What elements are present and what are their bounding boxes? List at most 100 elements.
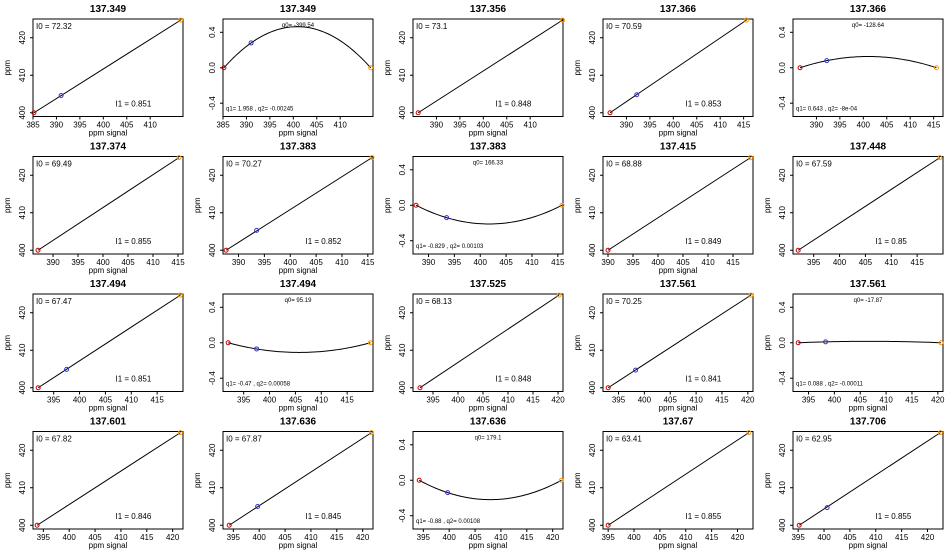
- x-tick-label: 410: [689, 396, 703, 405]
- data-point: [444, 215, 450, 221]
- y-tick-label: 410: [588, 68, 597, 82]
- data-point: [415, 110, 421, 116]
- y-tick-label: 410: [18, 206, 27, 220]
- y-axis-label: ppm: [3, 335, 12, 351]
- plot-frame: [32, 431, 184, 530]
- x-tick-label: 410: [879, 396, 893, 405]
- annotation-i0: I0 = 70.25: [606, 297, 642, 306]
- data-point: [937, 155, 943, 161]
- x-tick-label: 400: [828, 396, 842, 405]
- chart-panel: 137.67 395 400 405 410 415 420 400 410 420 ppm sig…: [573, 417, 754, 550]
- annotation-q0: q0= 166.33: [473, 161, 504, 167]
- x-tick-label: 415: [927, 121, 941, 130]
- x-tick-label: 410: [494, 533, 508, 542]
- x-tick-label: 400: [97, 121, 111, 130]
- fit-line: [797, 157, 941, 251]
- chart-title: 137.561: [850, 279, 887, 290]
- x-tick-label: 415: [150, 396, 164, 405]
- y-tick-label: 420: [588, 443, 597, 457]
- plot-frame: [602, 18, 754, 117]
- x-tick-label: 390: [620, 121, 634, 130]
- annotation-i0: I0 = 68.88: [606, 160, 642, 169]
- y-tick-label: 410: [778, 481, 787, 495]
- chart-panel: 137.383 390 395 400 405 410 415 400 410 420 ppm si…: [193, 142, 375, 276]
- data-point: [368, 430, 374, 436]
- data-point: [937, 430, 943, 436]
- x-axis-label: ppm signal: [659, 129, 698, 138]
- data-point: [177, 430, 183, 436]
- chart-title: 137.67: [663, 417, 694, 428]
- data-point: [824, 505, 830, 511]
- x-axis-label: ppm signal: [279, 541, 318, 550]
- data-point: [178, 17, 184, 23]
- x-tick-label: 415: [140, 533, 154, 542]
- x-tick-label: 410: [869, 533, 883, 542]
- annotation-q0: q0= -128.64: [852, 23, 885, 29]
- chart-title: 137.525: [470, 279, 507, 290]
- data-point: [607, 110, 613, 116]
- x-tick-label: 390: [601, 258, 615, 267]
- x-tick-label: 410: [904, 121, 918, 130]
- plot-frame: [412, 293, 564, 392]
- x-tick-label: 395: [417, 533, 431, 542]
- plot-frame: [792, 431, 944, 530]
- data-point: [743, 17, 749, 23]
- chart-title: 137.706: [850, 417, 887, 428]
- chart-panel: 137.525 395 400 405 410 415 420 400 410 420 ppm si…: [383, 279, 565, 413]
- annotation-i1: I1 = 0.851: [116, 375, 152, 384]
- x-tick-label: 420: [731, 533, 745, 542]
- annotation-q1-q2: q1= 1.958 , q2= -0.00245: [226, 107, 294, 113]
- x-tick-label: 400: [833, 258, 847, 267]
- annotation-i1: I1 = 0.85: [876, 237, 908, 246]
- data-point: [35, 247, 41, 253]
- annotation-q0: q0= 179.1: [475, 436, 503, 442]
- annotation-i1: I1 = 0.855: [686, 512, 722, 521]
- plot-frame: [602, 156, 754, 255]
- fit-line: [609, 19, 747, 114]
- data-point: [177, 292, 183, 298]
- chart-panel: 137.636 395 400 405 410 415 420 -0.4 0.0 0.4 ppm s…: [398, 417, 564, 550]
- y-axis-label: ppm: [573, 197, 582, 213]
- plot-frame: [792, 156, 944, 255]
- x-tick-label: 400: [817, 533, 831, 542]
- chart-panel: 137.415 390 395 400 405 410 415 400 410 420 ppm si…: [573, 142, 754, 275]
- x-tick-label: 410: [335, 258, 349, 267]
- y-tick-label: 0.4: [398, 164, 407, 176]
- x-tick-label: 415: [520, 533, 534, 542]
- y-tick-label: 420: [18, 168, 27, 182]
- y-tick-label: 400: [18, 106, 27, 120]
- x-tick-label: 395: [601, 533, 615, 542]
- y-tick-label: -0.4: [398, 508, 407, 522]
- plot-frame: [602, 431, 754, 530]
- x-tick-label: 415: [330, 533, 344, 542]
- x-axis-label: ppm signal: [279, 129, 318, 138]
- annotation-i0: I0 = 67.47: [36, 297, 72, 306]
- chart-panel: 137.448 395 400 405 410 415 400 410 420 ppm I0 = 6…: [763, 142, 944, 267]
- y-tick-label: 400: [588, 381, 597, 395]
- x-tick-label: 395: [258, 258, 272, 267]
- y-axis-label: ppm: [193, 472, 202, 488]
- y-tick-label: 420: [398, 31, 407, 45]
- plot-frame: [412, 18, 564, 117]
- x-tick-label: 400: [284, 258, 298, 267]
- y-axis-label: ppm: [763, 335, 772, 351]
- y-axis-label: ppm: [573, 335, 582, 351]
- fit-line: [37, 294, 181, 389]
- x-tick-label: 405: [859, 258, 873, 267]
- annotation-q1-q2: q1= 0.643 , q2= -8e-04: [796, 107, 858, 113]
- x-tick-label: 415: [715, 396, 729, 405]
- chart-title: 137.636: [280, 417, 317, 428]
- data-point: [35, 385, 41, 391]
- chart-panel: 137.561 395 400 405 410 415 420 400 410 420 ppm si…: [573, 279, 755, 413]
- chart-panel: 137.356 390 395 400 405 410 400 410 420 ppm signa…: [383, 4, 566, 138]
- annotation-i1: I1 = 0.855: [116, 237, 152, 246]
- annotation-i1: I1 = 0.852: [306, 237, 342, 246]
- y-tick-label: 420: [778, 168, 787, 182]
- annotation-i0: I0 = 70.27: [226, 160, 262, 169]
- x-tick-label: 395: [227, 533, 241, 542]
- chart-panel: 137.374 390 395 400 405 410 415 400 410 420 ppm si…: [3, 142, 185, 276]
- data-point: [367, 340, 373, 346]
- chart-title: 137.494: [280, 279, 317, 290]
- x-axis-label: ppm signal: [659, 541, 698, 550]
- y-axis-label: ppm: [383, 197, 392, 213]
